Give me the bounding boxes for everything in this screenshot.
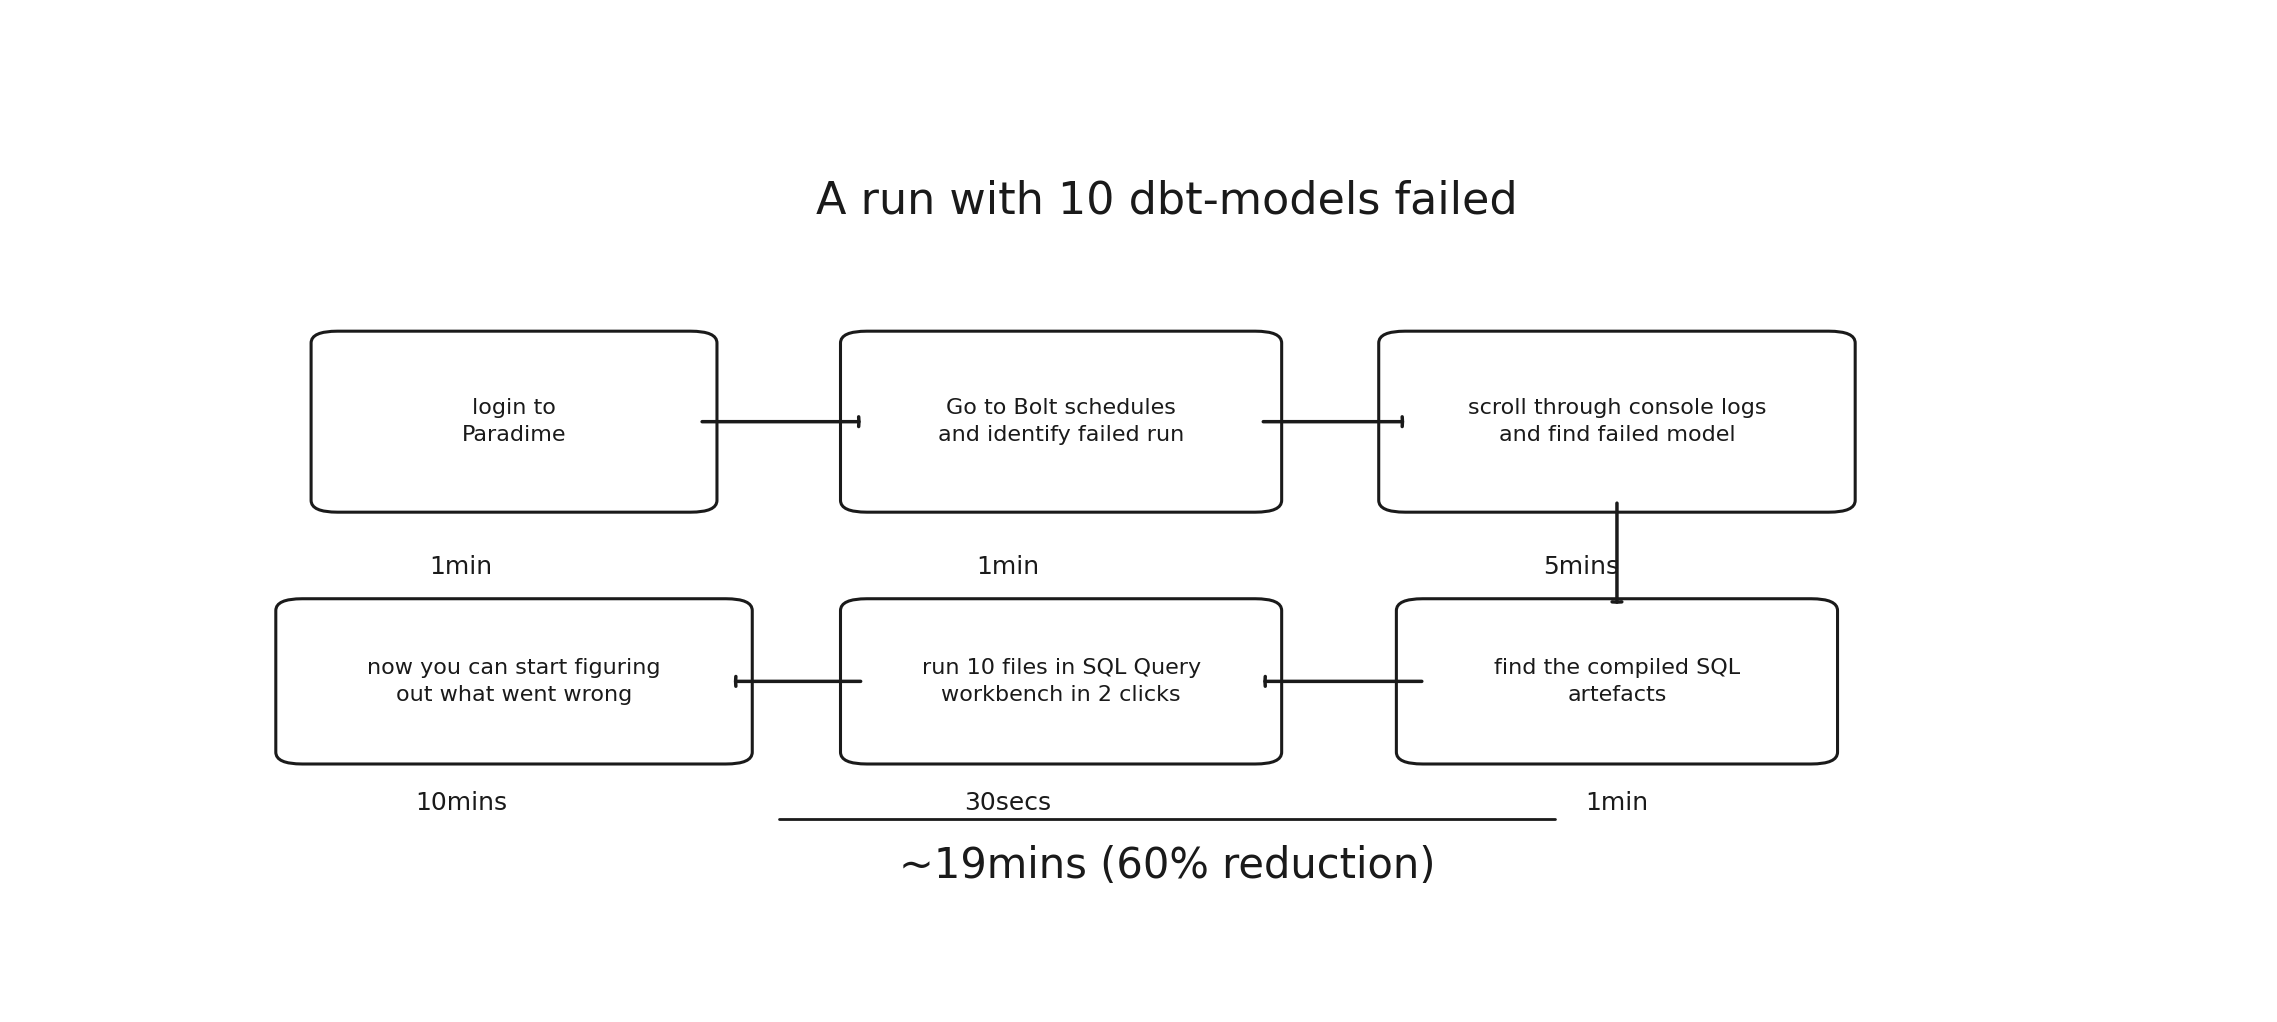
- FancyBboxPatch shape: [312, 331, 717, 512]
- Text: now you can start figuring
out what went wrong: now you can start figuring out what went…: [367, 658, 660, 704]
- Text: Go to Bolt schedules
and identify failed run: Go to Bolt schedules and identify failed…: [938, 399, 1184, 445]
- FancyBboxPatch shape: [840, 599, 1282, 764]
- Text: ~19mins (60% reduction): ~19mins (60% reduction): [899, 845, 1435, 887]
- FancyBboxPatch shape: [276, 599, 751, 764]
- FancyBboxPatch shape: [840, 331, 1282, 512]
- Text: 1min: 1min: [430, 555, 492, 579]
- Text: 30secs: 30secs: [965, 791, 1052, 816]
- Text: 1min: 1min: [977, 555, 1041, 579]
- Text: run 10 files in SQL Query
workbench in 2 clicks: run 10 files in SQL Query workbench in 2…: [922, 658, 1200, 704]
- FancyBboxPatch shape: [1380, 331, 1856, 512]
- Text: 5mins: 5mins: [1544, 555, 1619, 579]
- Text: scroll through console logs
and find failed model: scroll through console logs and find fai…: [1469, 399, 1767, 445]
- FancyBboxPatch shape: [1396, 599, 1838, 764]
- Text: 10mins: 10mins: [414, 791, 508, 816]
- Text: 1min: 1min: [1585, 791, 1649, 816]
- Text: login to
Paradime: login to Paradime: [462, 399, 567, 445]
- Text: find the compiled SQL
artefacts: find the compiled SQL artefacts: [1494, 658, 1740, 704]
- Text: A run with 10 dbt-models failed: A run with 10 dbt-models failed: [815, 180, 1519, 223]
